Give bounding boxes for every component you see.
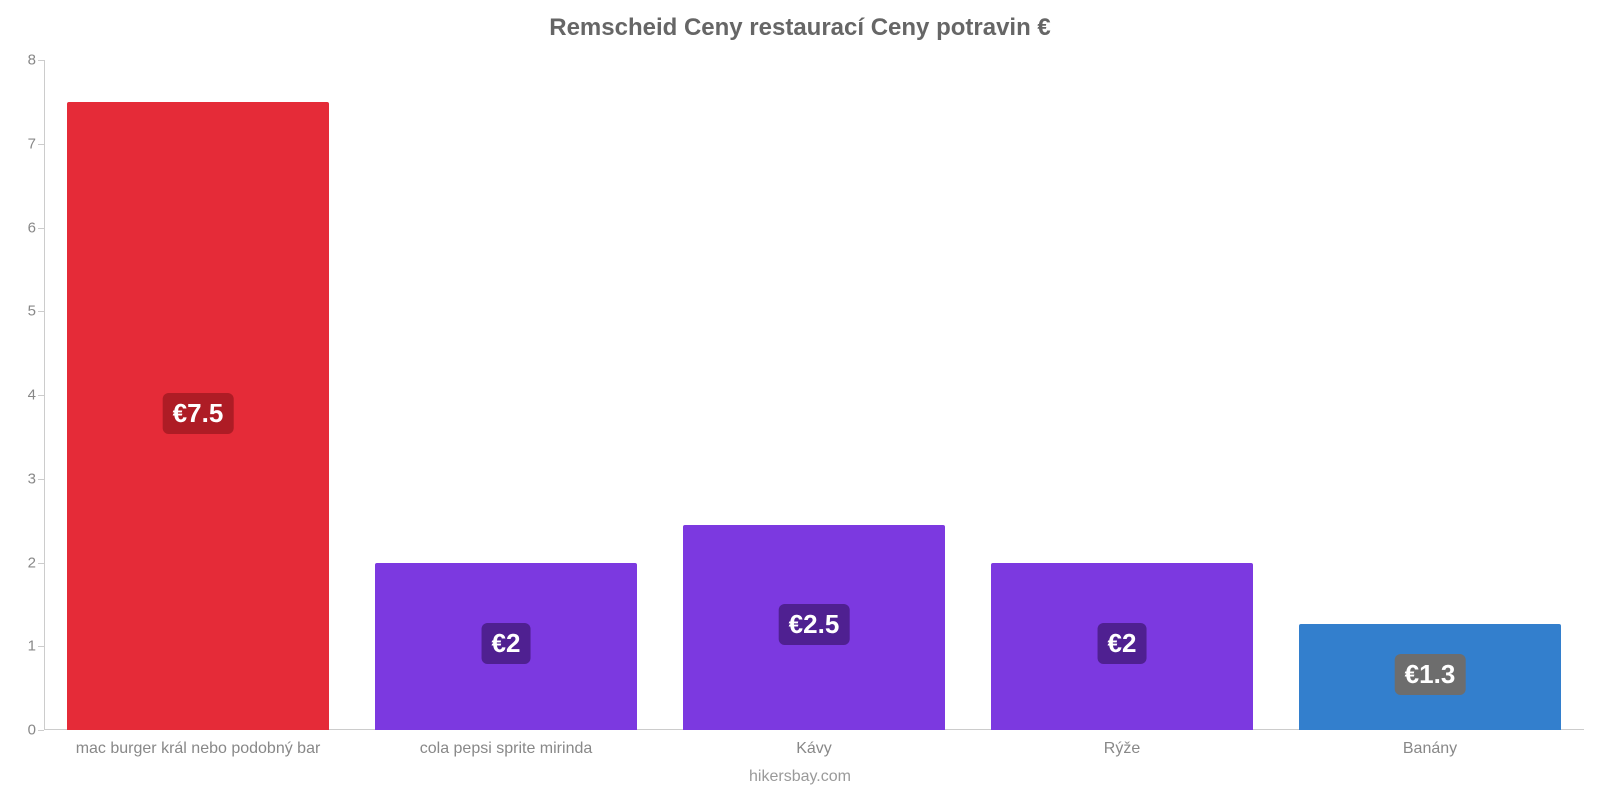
x-category-label: Kávy <box>796 730 832 758</box>
bar: €2 <box>991 563 1253 731</box>
bar: €7.5 <box>67 102 329 730</box>
y-tick-mark <box>38 479 44 480</box>
y-tick-mark <box>38 646 44 647</box>
bars-container: €7.5 €2 €2.5 €2 €1.3 <box>44 60 1584 730</box>
bar: €2.5 <box>683 525 945 730</box>
y-tick-mark <box>38 563 44 564</box>
x-category-label: cola pepsi sprite mirinda <box>420 730 593 758</box>
value-badge: €7.5 <box>163 393 234 434</box>
y-tick-mark <box>38 60 44 61</box>
chart-footer: hikersbay.com <box>0 768 1600 786</box>
value-badge: €2 <box>482 623 531 664</box>
value-badge: €2 <box>1098 623 1147 664</box>
x-category-label: mac burger král nebo podobný bar <box>76 730 321 758</box>
bar: €1.3 <box>1299 624 1561 730</box>
y-tick-mark <box>38 730 44 731</box>
y-tick-mark <box>38 228 44 229</box>
y-tick-mark <box>38 395 44 396</box>
value-badge: €1.3 <box>1395 654 1466 695</box>
y-tick-mark <box>38 311 44 312</box>
chart-title: Remscheid Ceny restaurací Ceny potravin … <box>0 14 1600 42</box>
plot-area: €7.5€2€2.5€2€1.3 012345678mac burger krá… <box>44 60 1584 730</box>
value-badge: €2.5 <box>779 604 850 645</box>
x-category-label: Rýže <box>1104 730 1140 758</box>
bar: €2 <box>375 563 637 731</box>
x-category-label: Banány <box>1403 730 1457 758</box>
y-tick-mark <box>38 144 44 145</box>
price-bar-chart: Remscheid Ceny restaurací Ceny potravin … <box>0 0 1600 800</box>
